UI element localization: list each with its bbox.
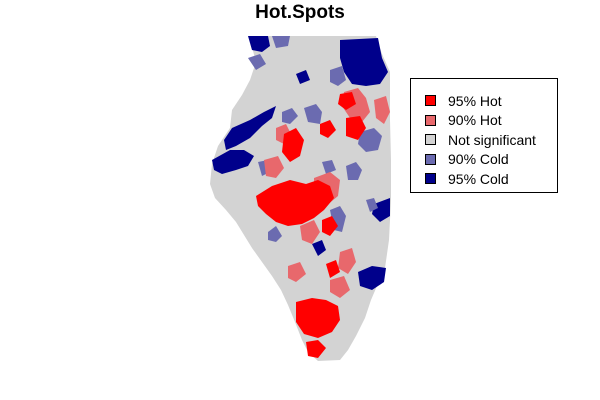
- legend-swatch-hot90: [425, 114, 436, 126]
- legend-item-cold95: 95% Cold: [425, 169, 557, 189]
- map-legend: 95% Hot 90% Hot Not significant 90% Cold…: [410, 78, 558, 193]
- legend-swatch-cold95: [425, 173, 436, 185]
- legend-item-hot90: 90% Hot: [425, 111, 557, 131]
- legend-label-not-significant: Not significant: [448, 131, 536, 148]
- map-title: Hot.Spots: [255, 2, 345, 23]
- hot95-regions: [256, 92, 366, 358]
- legend-label-cold95: 95% Cold: [448, 170, 509, 187]
- legend-item-not-significant: Not significant: [425, 130, 557, 150]
- cold95-regions: [212, 36, 390, 290]
- legend-item-cold90: 90% Cold: [425, 150, 557, 170]
- legend-label-cold90: 90% Cold: [448, 151, 509, 168]
- legend-swatch-cold90: [425, 153, 436, 165]
- legend-label-hot90: 90% Hot: [448, 112, 502, 129]
- legend-swatch-hot95: [425, 95, 436, 107]
- legend-label-hot95: 95% Hot: [448, 92, 502, 109]
- legend-item-hot95: 95% Hot: [425, 91, 557, 111]
- legend-swatch-not-significant: [425, 134, 436, 146]
